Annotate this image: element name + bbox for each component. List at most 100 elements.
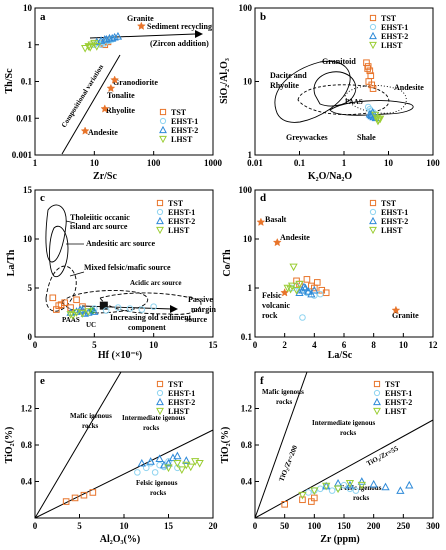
field-acidic-arc xyxy=(61,290,148,314)
ref-label-paas-c: PAAS xyxy=(62,316,80,324)
y-tick-label-c: 15 xyxy=(23,185,33,195)
data-point-lhst xyxy=(373,117,383,126)
data-point-tst xyxy=(314,279,321,286)
data-point-lhst xyxy=(66,311,75,319)
leader-mixed xyxy=(69,271,85,277)
field-greywackes xyxy=(297,84,390,115)
data-point-lhst xyxy=(333,485,343,494)
x-axis-label-c: Hf (×10⁻⁶) xyxy=(98,350,142,361)
data-point-lhst xyxy=(92,43,101,51)
x-tick-label-e: 0 xyxy=(33,521,38,531)
y-tick-label-f: 0.8 xyxy=(241,440,253,450)
recycling-arrowhead-a xyxy=(195,30,203,38)
data-point-ehst2 xyxy=(72,307,81,315)
legend-marker-lhst xyxy=(369,41,377,50)
field-andesitic-arc xyxy=(49,225,69,278)
data-point-ehst2 xyxy=(113,31,123,40)
annotation-felsic-1: Felsic xyxy=(262,291,282,300)
data-point-ehst1 xyxy=(150,303,157,310)
y-tick-label-a: 10 xyxy=(23,3,33,13)
legend-marker-tst xyxy=(156,199,164,207)
annotation-andesite-b: Andesite xyxy=(394,83,424,92)
legend-label-ehst1: EHST-1 xyxy=(381,23,408,32)
x-tick-label-c: 0 xyxy=(33,340,38,350)
data-point-tst xyxy=(364,65,371,72)
y-axis-label-b: SiO₂/Al₂O₃ xyxy=(219,58,230,104)
legend-marker-tst xyxy=(369,14,377,22)
data-point-ehst2 xyxy=(381,482,390,491)
x-axis-label-f: Zr (ppm) xyxy=(320,534,360,545)
x-tick-label-f: 250 xyxy=(397,521,411,531)
data-point-tst xyxy=(311,494,318,502)
y-axis-label-e: TiO₂(%) xyxy=(4,427,15,464)
annotation-shale: Shale xyxy=(357,133,376,142)
data-point-lhst xyxy=(310,487,319,495)
y-tick-label-e: 0.4 xyxy=(21,477,33,487)
ref-star-a xyxy=(106,83,116,93)
data-point-ehst2 xyxy=(80,309,89,317)
panel-letter-e: e xyxy=(40,375,45,387)
legend-marker-ehst1 xyxy=(159,117,167,125)
y-tick-label-e: 1.2 xyxy=(21,404,33,414)
annotation-mafic-f-2: rocks xyxy=(276,398,292,406)
data-point-lhst xyxy=(357,481,366,490)
data-point-ehst2 xyxy=(345,480,355,489)
annotation-tholeiitic-2: island arc source xyxy=(70,222,128,231)
ref-label-tonalite: Tonalite xyxy=(107,91,135,100)
annotation-rhyolite-b: Rhyolite xyxy=(270,81,299,90)
annotation-felsic-2: volcanic xyxy=(262,301,290,310)
legend-label-tst: TST xyxy=(381,199,397,208)
data-point-ehst1 xyxy=(316,290,324,298)
data-point-ehst2 xyxy=(102,35,111,43)
y-tick-label-d: 0.1 xyxy=(241,332,253,342)
chart-marks-f: 0 50 100 150 200 250 300 0.4 0.8 1.2 TSTEHST-1EHST… xyxy=(241,380,441,531)
legend-label-tst: TST xyxy=(168,380,184,389)
data-point-lhst xyxy=(298,491,307,500)
boundary-line-e-1 xyxy=(34,371,122,519)
data-point-lhst xyxy=(173,459,182,468)
legend-marker-lhst xyxy=(156,226,164,235)
data-point-ehst2 xyxy=(173,451,182,460)
data-point-ehst2 xyxy=(182,456,191,464)
data-point-ehst2 xyxy=(301,283,310,292)
data-point-tst xyxy=(62,498,70,505)
data-point-ehst1 xyxy=(305,489,312,496)
legend-label-lhst: LHST xyxy=(381,226,403,235)
panel-letter-c: c xyxy=(40,192,45,204)
data-point-lhst xyxy=(345,480,355,488)
annotation-mafic-f-1: Mafic igenous xyxy=(262,388,304,396)
legend-label-ehst2: EHST-2 xyxy=(171,126,198,135)
x-axis-label-b: K₂O/Na₂O xyxy=(308,171,353,182)
field-dacite-rhyolite xyxy=(274,60,351,123)
data-point-lhst xyxy=(292,286,301,295)
data-point-ehst2 xyxy=(137,458,146,467)
data-point-tst xyxy=(57,301,65,308)
x-tick-label-c: 5 xyxy=(92,340,97,350)
y-axis-label-a: Th/Sc xyxy=(4,68,15,94)
ref-label-granite: Granite xyxy=(127,14,154,23)
annotation-intermediate-f-2: rocks xyxy=(340,429,356,437)
data-point-lhst xyxy=(195,459,204,468)
annotation-felsic-f-2: rocks xyxy=(353,494,369,502)
field-andesite-b xyxy=(329,100,414,116)
field-mixed-source xyxy=(45,265,77,312)
y-tick-label-a: 0.01 xyxy=(16,113,32,123)
x-tick-label-f: 300 xyxy=(426,521,440,531)
field-tholeiitic xyxy=(45,204,67,263)
panel-letter-f: f xyxy=(260,375,264,387)
data-point-ehst2 xyxy=(164,458,173,467)
y-tick-label-c: 10 xyxy=(23,234,33,244)
panel-letter-d: d xyxy=(260,192,266,204)
x-tick-label-a: 1000 xyxy=(204,158,223,168)
annotation-old-sediment-2: component xyxy=(128,323,166,332)
data-point-ehst2 xyxy=(405,480,414,489)
panel-letter-b: b xyxy=(260,11,266,23)
field-passive-margin xyxy=(99,292,202,315)
data-point-ehst1 xyxy=(126,305,134,312)
legend-label-ehst1: EHST-1 xyxy=(171,117,198,126)
legend-label-lhst: LHST xyxy=(381,41,403,50)
annotation-old-sediment-1: Increasing old sediment xyxy=(110,313,192,322)
